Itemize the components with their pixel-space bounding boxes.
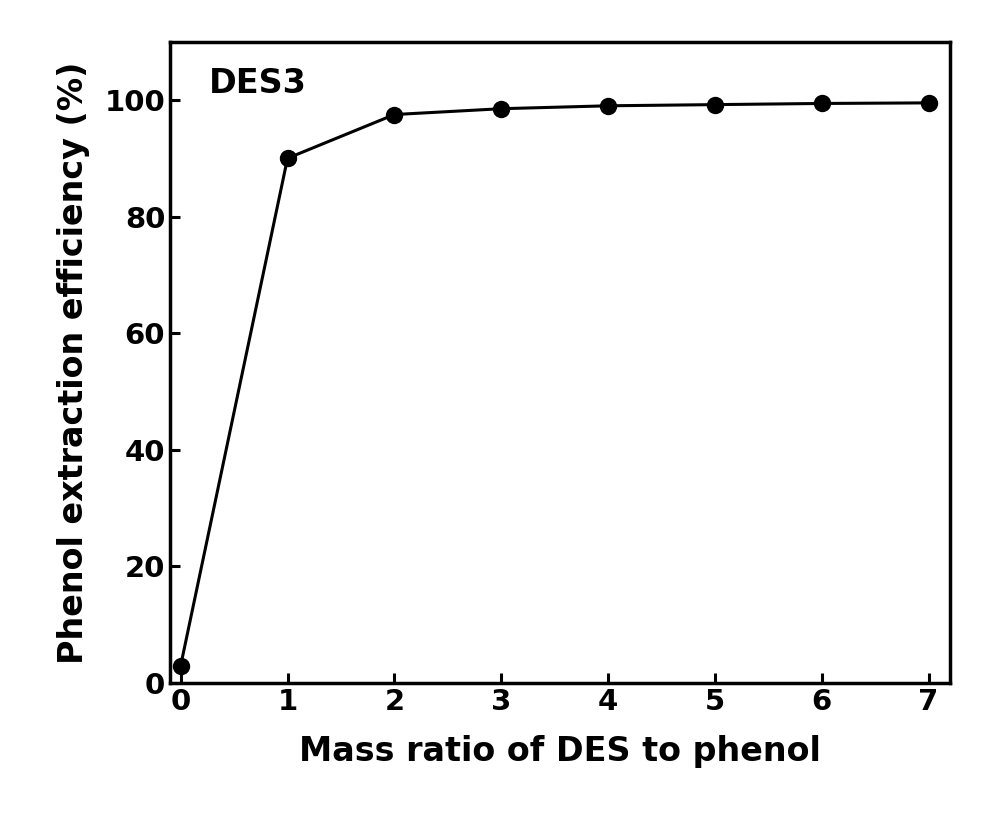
Text: DES3: DES3 [209, 67, 307, 100]
Y-axis label: Phenol extraction efficiency (%): Phenol extraction efficiency (%) [57, 61, 91, 664]
X-axis label: Mass ratio of DES to phenol: Mass ratio of DES to phenol [299, 736, 821, 768]
